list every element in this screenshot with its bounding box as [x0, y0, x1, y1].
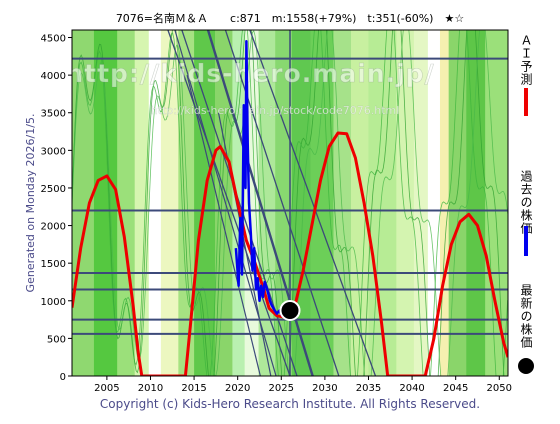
x-tick-label: 2015	[181, 383, 206, 394]
trend-line	[167, 30, 291, 376]
past-price-line	[234, 40, 290, 318]
legend-label: ＡＩ予測	[519, 34, 533, 86]
x-tick-label: 2020	[225, 383, 250, 394]
decorative-wave	[72, 30, 508, 376]
plot-frame	[71, 29, 509, 377]
x-tick-label: 2025	[269, 383, 294, 394]
watermark-line-1: http://kids-hero.main.jp/	[65, 59, 434, 88]
generated-date-label: Generated on Monday 2026/1/5.	[24, 114, 37, 293]
trend-line	[174, 30, 277, 376]
trend-line	[249, 30, 377, 376]
x-tick-label: 2045	[443, 383, 468, 394]
trend-line	[186, 74, 261, 376]
x-tick-label: 2030	[312, 383, 337, 394]
y-tick-label: 2000	[41, 222, 66, 233]
x-tick-label: 2035	[356, 383, 381, 394]
y-tick-label: 1000	[41, 297, 66, 308]
background-stripe	[466, 30, 486, 376]
trend-line	[181, 30, 298, 376]
y-tick-label: 4000	[41, 71, 66, 82]
y-tick-label: 0	[60, 372, 66, 383]
legend-label: 過去の株価	[519, 170, 533, 235]
latest-price-dot	[279, 299, 301, 321]
x-tick-label: 2010	[138, 383, 163, 394]
y-tick-label: 500	[47, 334, 66, 345]
background-stripe	[439, 30, 449, 376]
y-tick-label: 3500	[41, 109, 66, 120]
x-tick-label: 2050	[487, 383, 512, 394]
watermark-line-2: http://kids-hero.main.jp/stock/code7076.…	[151, 104, 400, 117]
background-stripe	[448, 30, 467, 376]
legend-swatch	[518, 358, 534, 374]
y-tick-label: 4500	[41, 34, 66, 45]
chart-title: 7076=名南Ｍ＆Ａ c:871 m:1558(+79%) t:351(-60%…	[116, 11, 465, 25]
trend-line	[224, 30, 340, 376]
y-tick-label: 2500	[41, 184, 66, 195]
y-tick-label: 1500	[41, 259, 66, 270]
y-tick-label: 3000	[41, 146, 66, 157]
copyright-footer: Copyright (c) Kids-Hero Research Institu…	[100, 397, 480, 411]
legend-label: 最新の株価	[519, 284, 533, 349]
x-tick-label: 2005	[94, 383, 119, 394]
x-tick-label: 2040	[399, 383, 424, 394]
